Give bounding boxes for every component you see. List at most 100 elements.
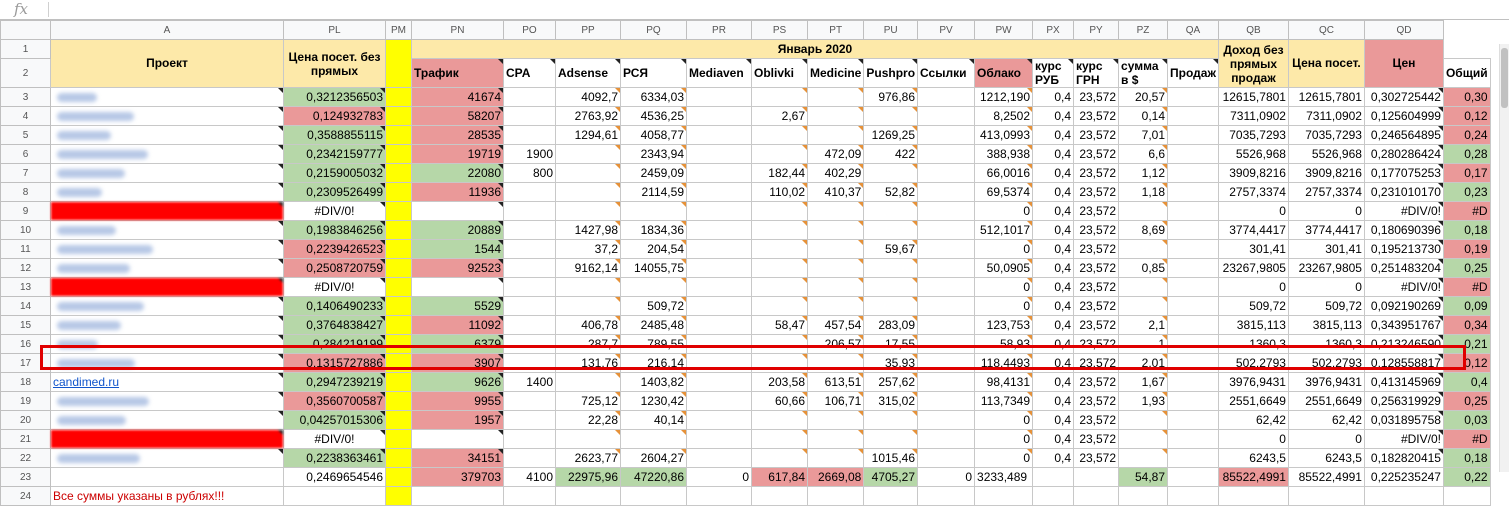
price-no-direct-cell[interactable]: 0,2947239219: [283, 372, 386, 392]
rsya-cell[interactable]: 2485,48: [620, 315, 687, 335]
sum-usd-cell[interactable]: [1118, 277, 1169, 297]
price-no-direct-cell[interactable]: 0,3588855115: [283, 125, 386, 145]
total-cell[interactable]: 0: [1217, 201, 1289, 221]
cpa-cell[interactable]: [503, 448, 556, 468]
cpa-cell[interactable]: [503, 258, 556, 278]
empty-cell[interactable]: [1167, 486, 1219, 506]
links-cell[interactable]: [917, 448, 976, 468]
empty-cell[interactable]: [686, 486, 752, 506]
cpa-cell[interactable]: [503, 391, 556, 411]
pushpro-cell[interactable]: 17,55: [863, 334, 919, 354]
income-no-direct-header[interactable]: Доход без прямых продаж: [1217, 39, 1289, 88]
rate-rub-cell[interactable]: 0,4: [1032, 296, 1075, 316]
empty-cell[interactable]: [806, 486, 865, 506]
pushpro-cell[interactable]: 1269,25: [863, 125, 919, 145]
cpa-cell[interactable]: [503, 315, 556, 335]
rsya-cell[interactable]: [620, 277, 687, 297]
rate-uah-cell[interactable]: 23,572: [1073, 182, 1120, 202]
total-cell[interactable]: 2551,6649: [1217, 391, 1289, 411]
traffic-cell[interactable]: [411, 429, 504, 449]
project-link[interactable]: candimed.ru: [53, 374, 120, 389]
column-header-po[interactable]: PO: [503, 20, 556, 40]
oblivki-cell[interactable]: [751, 87, 808, 107]
total-cell[interactable]: 0: [1217, 429, 1289, 449]
adsense-cell[interactable]: [555, 182, 621, 202]
rate-uah-cell[interactable]: 23,572: [1073, 372, 1120, 392]
links-cell[interactable]: [917, 125, 976, 145]
yellow-cell[interactable]: [385, 258, 412, 278]
rate-uah-cell[interactable]: 23,572: [1073, 448, 1120, 468]
rsya-cell[interactable]: 2459,09: [620, 163, 687, 183]
sum-usd-cell[interactable]: 8,69: [1118, 220, 1169, 240]
pushpro-cell[interactable]: 257,62: [863, 372, 919, 392]
mediaven-cell[interactable]: [686, 391, 752, 411]
links-cell[interactable]: [917, 201, 976, 221]
yellow-cell[interactable]: [385, 372, 412, 392]
cloud-cell[interactable]: 118,4493: [974, 353, 1034, 373]
cloud-cell[interactable]: 69,5374: [974, 182, 1034, 202]
project-cell[interactable]: [50, 163, 284, 183]
traffic-cell[interactable]: 19719: [411, 144, 504, 164]
rate-uah-cell[interactable]: 23,572: [1073, 201, 1120, 221]
yellow-cell[interactable]: [385, 353, 412, 373]
mediaven-cell[interactable]: [686, 239, 752, 259]
spreadsheet-grid[interactable]: A PL PM PN PO PP PQ PR PS PT PU PV PW PX PY PZ QA QB QC QD 1…: [0, 20, 1491, 506]
links-cell[interactable]: [917, 182, 976, 202]
sales-cell[interactable]: [1167, 353, 1219, 373]
price-visit-cell[interactable]: 0,251483204: [1363, 258, 1444, 278]
rsya-cell[interactable]: 216,14: [620, 353, 687, 373]
table-row[interactable]: 14 0,1406490233 5529 509,72 0 0,4 23,572 509,72…: [0, 296, 1491, 316]
income-no-direct-cell[interactable]: 1360,3: [1287, 334, 1365, 354]
cloud-cell[interactable]: 0: [974, 429, 1034, 449]
links-cell[interactable]: [917, 372, 976, 392]
income-no-direct-cell[interactable]: 5526,968: [1287, 144, 1365, 164]
total-cell[interactable]: 7311,0902: [1217, 106, 1289, 126]
medicine-cell[interactable]: [806, 125, 865, 145]
project-cell[interactable]: [50, 106, 284, 126]
cloud-cell[interactable]: 0: [974, 296, 1034, 316]
income-no-direct-cell[interactable]: 509,72: [1287, 296, 1365, 316]
column-header-pt[interactable]: PT: [806, 20, 865, 40]
yellow-cell[interactable]: [385, 106, 412, 126]
oblivki-cell[interactable]: 58,47: [751, 315, 808, 335]
project-cell[interactable]: [50, 144, 284, 164]
medicine-cell[interactable]: [806, 106, 865, 126]
table-row[interactable]: 10 0,1983846256 20889 1427,98 1834,36 512,101…: [0, 220, 1491, 240]
price-no-direct-cell[interactable]: #DIV/0!: [283, 201, 386, 221]
mediaven-cell[interactable]: [686, 372, 752, 392]
rate-rub-cell[interactable]: 0,4: [1032, 220, 1075, 240]
links-cell[interactable]: [917, 258, 976, 278]
sales-cell[interactable]: [1167, 429, 1219, 449]
price-visit-cell[interactable]: 0,256319929: [1363, 391, 1444, 411]
column-header-a[interactable]: A: [50, 20, 284, 40]
row-header[interactable]: 19: [0, 391, 51, 411]
income-no-direct-cell[interactable]: 0: [1287, 429, 1365, 449]
medicine-cell[interactable]: 457,54: [806, 315, 865, 335]
oblivki-cell[interactable]: [751, 429, 808, 449]
links-cell[interactable]: [917, 220, 976, 240]
price-no-direct-cell[interactable]: #DIV/0!: [283, 429, 386, 449]
total-cell[interactable]: 12615,7801: [1217, 87, 1289, 107]
cpa-cell[interactable]: [503, 106, 556, 126]
oblivki-cell[interactable]: [751, 201, 808, 221]
links-cell[interactable]: [917, 353, 976, 373]
income-no-direct-cell[interactable]: 301,41: [1287, 239, 1365, 259]
medicine-cell[interactable]: [806, 448, 865, 468]
pushpro-total[interactable]: 4705,27: [863, 467, 919, 487]
project-cell[interactable]: [50, 429, 284, 449]
price-visit-total[interactable]: 0,225235247: [1363, 467, 1444, 487]
project-cell[interactable]: [50, 201, 284, 221]
adsense-cell[interactable]: 725,12: [555, 391, 621, 411]
oblivki-cell[interactable]: [751, 448, 808, 468]
links-cell[interactable]: [917, 410, 976, 430]
price-cut-cell[interactable]: 0,19: [1442, 239, 1491, 259]
sales-cell[interactable]: [1167, 448, 1219, 468]
price-no-direct-cell[interactable]: 0,1983846256: [283, 220, 386, 240]
mediaven-cell[interactable]: [686, 163, 752, 183]
price-visit-cell[interactable]: 0,177075253: [1363, 163, 1444, 183]
total-cell[interactable]: 1360,3: [1217, 334, 1289, 354]
sales-header[interactable]: Продаж: [1167, 58, 1219, 88]
rsya-cell[interactable]: 2604,27: [620, 448, 687, 468]
rate-rub-cell[interactable]: 0,4: [1032, 429, 1075, 449]
sales-cell[interactable]: [1167, 372, 1219, 392]
